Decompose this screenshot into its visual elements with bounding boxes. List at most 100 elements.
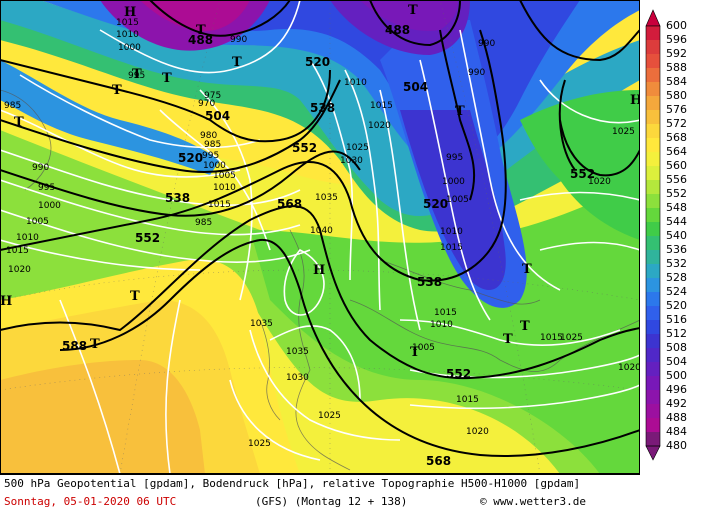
legend-arrow-up: [645, 9, 661, 27]
low-symbol: T: [522, 262, 532, 277]
legend-arrow-down: [645, 445, 661, 461]
low-symbol: T: [14, 115, 24, 130]
legend-label: 600: [666, 19, 687, 32]
weather-map: 488 520 504 520 538 552 538 552 504 488 …: [0, 0, 640, 474]
legend-label: 556: [666, 173, 687, 186]
geopotential-label: 504: [205, 109, 230, 123]
low-symbol: T: [408, 3, 418, 18]
low-symbol: T: [90, 337, 100, 352]
legend-label: 576: [666, 103, 687, 116]
geopotential-contours: [0, 0, 640, 457]
legend-label: 564: [666, 145, 687, 158]
pressure-label: 1005: [213, 171, 236, 181]
pressure-label: 1020: [588, 177, 611, 187]
pressure-label: 1035: [315, 193, 338, 203]
legend-swatch: [646, 320, 660, 335]
legend-swatch: [646, 138, 660, 153]
geopotential-label: 538: [165, 191, 190, 205]
legend-frame: [645, 25, 661, 447]
legend-label: 492: [666, 397, 687, 410]
pressure-label: 975: [204, 91, 221, 101]
pressure-label: 1025: [346, 143, 369, 153]
pressure-label: 1010: [16, 233, 39, 243]
low-symbol: T: [130, 289, 140, 304]
pressure-label: 985: [4, 101, 21, 111]
legend-label: 532: [666, 257, 687, 270]
geopotential-label: 568: [277, 197, 302, 211]
pressure-label: 990: [32, 163, 49, 173]
legend-label: 500: [666, 369, 687, 382]
pressure-label: 1000: [442, 177, 465, 187]
pressure-label: 1010: [116, 30, 139, 40]
pressure-label: 1020: [466, 427, 489, 437]
legend-swatch: [646, 152, 660, 167]
pressure-label: 990: [468, 68, 485, 78]
legend-label: 588: [666, 61, 687, 74]
legend-swatch: [646, 404, 660, 419]
pressure-label: 1010: [213, 183, 236, 193]
geopotential-label: 538: [417, 275, 442, 289]
pressure-label: 970: [198, 99, 215, 109]
legend-bar: [645, 9, 661, 461]
legend-swatch: [646, 222, 660, 237]
pressure-label: 985: [195, 218, 212, 228]
legend-swatch: [646, 208, 660, 223]
map-frame: [0, 0, 640, 474]
legend-swatch: [646, 124, 660, 139]
legend-label: 540: [666, 229, 687, 242]
pressure-label: 1020: [8, 265, 31, 275]
legend-swatch: [646, 110, 660, 125]
pressure-label: 1020: [618, 363, 640, 373]
geopotential-label: 504: [403, 80, 428, 94]
legend-swatch: [646, 68, 660, 83]
pressure-label: 1010: [440, 227, 463, 237]
legend-label: 552: [666, 187, 687, 200]
coastlines: [0, 89, 640, 471]
legend-swatch: [646, 40, 660, 55]
pressure-label: 985: [204, 140, 221, 150]
legend-swatch: [646, 82, 660, 97]
legend-swatch: [646, 432, 660, 447]
legend-label: 516: [666, 313, 687, 326]
legend-label: 596: [666, 33, 687, 46]
pressure-label: 990: [478, 39, 495, 49]
legend-swatch: [646, 166, 660, 181]
legend-swatch: [646, 348, 660, 363]
pressure-label: 1025: [318, 411, 341, 421]
isobars: [0, 0, 640, 474]
legend-label: 512: [666, 327, 687, 340]
caption-date: Sonntag, 05-01-2020 06 UTC: [4, 495, 177, 508]
legend-label: 548: [666, 201, 687, 214]
pressure-labels: 1015 1010 1000 995 985 990 995 1000 1005…: [4, 18, 640, 449]
pressure-label: 1030: [340, 156, 363, 166]
legend-swatch: [646, 250, 660, 265]
pressure-label: 1015: [540, 333, 563, 343]
high-symbol: H: [630, 93, 640, 108]
low-symbol: T: [162, 71, 172, 86]
legend-label: 572: [666, 117, 687, 130]
pressure-label: 1015: [208, 200, 231, 210]
caption-description: 500 hPa Geopotential [gpdam], Bodendruck…: [4, 477, 581, 490]
legend-label: 580: [666, 89, 687, 102]
geopotential-label: 552: [135, 231, 160, 245]
pressure-label: 1040: [310, 226, 333, 236]
legend-swatch: [646, 236, 660, 251]
low-symbol: T: [232, 55, 242, 70]
pressure-label: 995: [38, 183, 55, 193]
legend-swatch: [646, 26, 660, 41]
pressure-label: 1015: [456, 395, 479, 405]
legend-swatch: [646, 54, 660, 69]
legend-swatch: [646, 180, 660, 195]
pressure-label: 1015: [370, 101, 393, 111]
low-symbol: T: [410, 345, 420, 360]
legend-label: 536: [666, 243, 687, 256]
pressure-label: 1010: [344, 78, 367, 88]
low-symbol: T: [520, 319, 530, 334]
low-symbol: T: [112, 83, 122, 98]
geopotential-label: 588: [62, 339, 87, 353]
geopotential-label: 552: [292, 141, 317, 155]
legend-swatch: [646, 362, 660, 377]
pressure-label: 1015: [434, 308, 457, 318]
legend-swatch: [646, 278, 660, 293]
legend-label: 496: [666, 383, 687, 396]
